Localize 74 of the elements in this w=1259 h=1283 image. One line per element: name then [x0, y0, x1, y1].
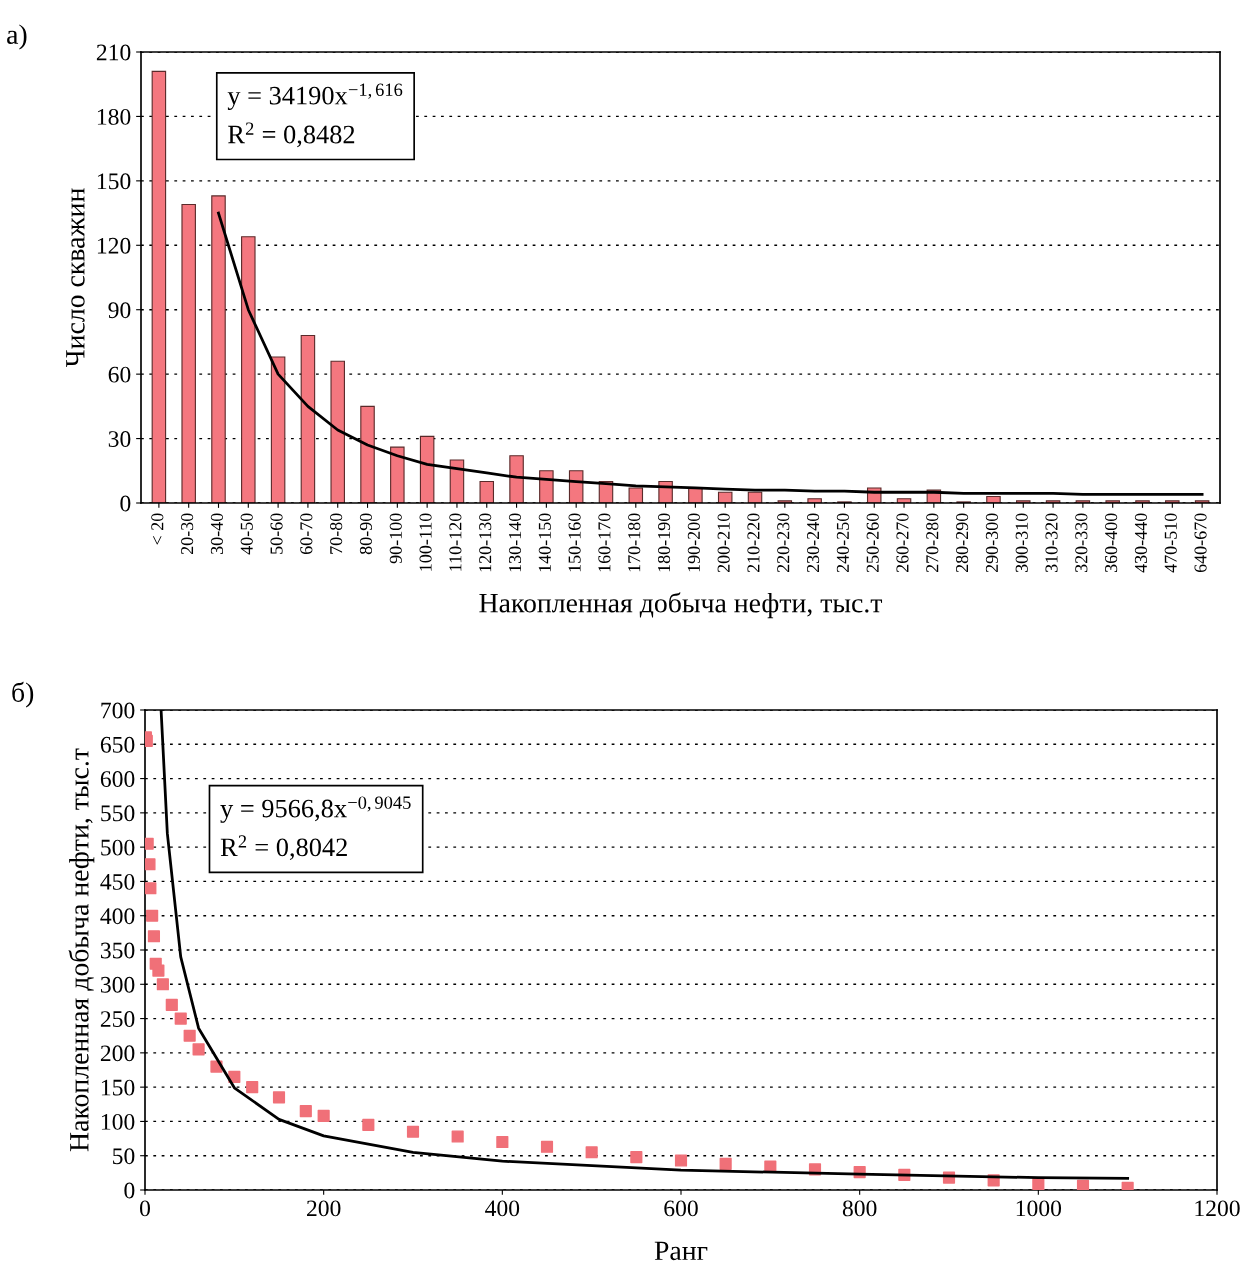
y-tick-label: 100: [101, 1113, 135, 1130]
text: y = 9566,8x$^{−0,9045}$ R$^{2}$ = 0,8042: [220, 796, 411, 861]
x-axis-title: Накопленная добыча нефти, тыс.т: [479, 592, 883, 619]
x-tick-label: 20-30: [181, 513, 194, 555]
x-tick-label: 110-120: [449, 513, 462, 571]
x-axis-title: Ранг: [654, 1241, 708, 1261]
y-tick-label: 400: [100, 908, 135, 925]
x-tick-label: 200-210: [717, 513, 730, 573]
y-tick-label: 250: [100, 1011, 135, 1027]
y-tick-label: 90: [108, 302, 131, 319]
x-tick-label: 150-160: [568, 513, 581, 572]
y-axis-title: Число скважин: [66, 188, 85, 368]
y-tick-label: 600: [100, 771, 135, 787]
x-tick-label: 470-510: [1164, 513, 1177, 573]
x-tick-label: 180-190: [657, 513, 671, 572]
y-tick-label: 150: [101, 1079, 135, 1096]
y-tick-label: 300: [100, 976, 135, 993]
y-tick-label: 180: [97, 108, 131, 125]
x-tick-label: 320-330: [1075, 513, 1088, 573]
text: y = 34190x$^{−1,616}$ R$^{2}$ = 0,8482: [227, 83, 403, 148]
x-tick-label: 300-310: [1015, 513, 1028, 573]
x-tick-label: 60-70: [300, 513, 313, 555]
x-tick-label: 70-80: [330, 513, 343, 554]
y-tick-label: 650: [100, 736, 135, 753]
y-tick-label: 450: [100, 873, 135, 890]
x-tick-label: 170-180: [628, 513, 641, 572]
x-tick-label: 360-400: [1105, 513, 1118, 573]
y-tick-label: 200: [100, 1045, 135, 1062]
y-tick-label: 150: [97, 173, 131, 190]
y-tick-label: 30: [108, 431, 131, 447]
x-tick-label: 90-100: [389, 513, 402, 564]
x-tick-label: 40-50: [240, 513, 253, 555]
y-tick-label: 0: [124, 1182, 135, 1199]
x-tick-label: 400: [485, 1200, 520, 1217]
x-tick-label: 160-170: [598, 513, 611, 572]
x-tick-label: 250-260: [866, 513, 879, 573]
y-tick-label: 500: [101, 839, 135, 856]
y-tick-label: 210: [96, 44, 131, 61]
x-tick-label: 1200: [1195, 1200, 1240, 1217]
x-tick-label: 210-220: [747, 513, 760, 573]
x-tick-label: 80-90: [359, 513, 373, 555]
x-tick-label: 130-140: [508, 513, 522, 572]
x-tick-label: 50-60: [270, 513, 283, 554]
x-tick-label: 800: [842, 1200, 877, 1217]
x-tick-label: 200: [306, 1200, 341, 1217]
x-tick-label: 100-110: [419, 513, 432, 571]
x-tick-label: 600: [664, 1200, 698, 1217]
x-tick-label: 120-130: [479, 513, 492, 572]
x-tick-label: 270-280: [926, 513, 939, 573]
x-tick-label: 640-670: [1194, 513, 1207, 573]
x-tick-label: 230-240: [806, 513, 820, 573]
x-tick-label: 0: [140, 1200, 150, 1217]
x-tick-label: 430-440: [1134, 513, 1148, 573]
y-tick-label: 700: [101, 702, 135, 719]
y-tick-label: 0: [120, 495, 131, 512]
x-tick-label: 1000: [1016, 1200, 1062, 1217]
x-tick-label: 260-270: [896, 513, 909, 573]
y-tick-label: 60: [108, 366, 131, 383]
x-tick-label: 240-250: [836, 513, 849, 573]
x-tick-label: 140-150: [538, 513, 551, 572]
chart-title: а): [7, 24, 27, 50]
x-tick-label: 220-230: [777, 513, 790, 573]
x-tick-label: 30-40: [210, 513, 224, 554]
y-axis-title: Накопленная добыча нефти, тыс.т: [68, 748, 95, 1152]
x-tick-label: 190-200: [687, 513, 700, 572]
chart-title: б): [12, 681, 34, 708]
x-tick-label: 280-290: [956, 513, 969, 573]
y-tick-label: 350: [100, 942, 135, 959]
x-tick-label: 290-300: [985, 513, 998, 573]
y-tick-label: 550: [101, 805, 135, 822]
y-tick-label: 120: [97, 237, 131, 254]
x-tick-label: 310-320: [1045, 513, 1058, 573]
x-tick-label: < 20: [151, 513, 164, 545]
y-tick-label: 50: [113, 1148, 135, 1165]
